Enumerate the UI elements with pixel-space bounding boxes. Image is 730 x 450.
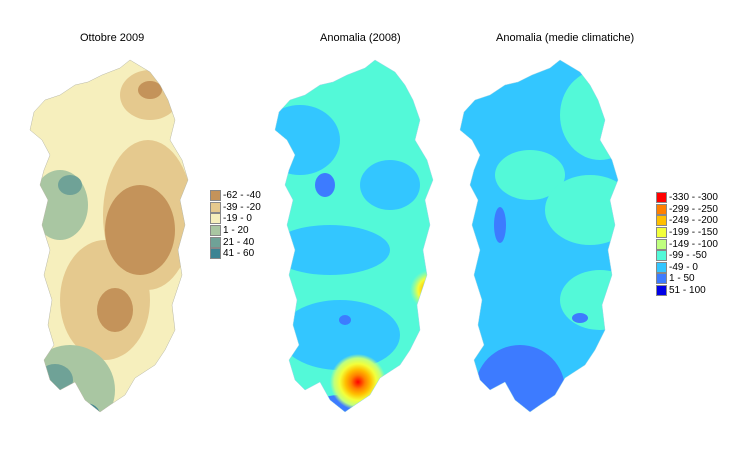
legend-swatch [656,273,667,285]
legend-swatch [656,192,667,204]
legend-swatch [210,201,221,213]
legend-item: -330 - -300 [656,192,718,204]
legend-item: -39 - -20 [210,201,261,214]
legend-swatch [656,285,667,297]
legend-label: -39 - -20 [223,201,261,213]
legend-item: -99 - -50 [656,250,718,262]
legend-anomaly: -330 - -300 -299 - -250 -249 - -200 -199… [656,192,718,297]
legend-label: -199 - -150 [669,227,718,239]
legend-label: -299 - -250 [669,203,718,215]
map-title-anomaly-climate: Anomalia (medie climatiche) [496,32,635,44]
legend-label: 51 - 100 [669,285,706,297]
legend-label: 1 - 50 [669,273,695,285]
legend-swatch [656,215,667,227]
legend-swatch [210,248,221,260]
legend-item: -49 - 0 [656,261,718,274]
legend-item: 21 - 40 [210,236,261,248]
legend-swatch [656,261,667,273]
legend-item: 41 - 60 [210,248,261,260]
legend-item: 1 - 20 [210,225,261,237]
legend-label: -149 - -100 [669,238,718,250]
legend-label: -19 - 0 [223,213,252,225]
map-title-rainfall: Ottobre 2009 [80,32,145,44]
legend-label: 41 - 60 [223,248,255,260]
legend-item: -19 - 0 [210,213,261,225]
legend-label: -49 - 0 [669,261,698,273]
legend-rainfall: -62 - -40 -39 - -20 -19 - 0 1 - 20 21 - … [210,190,261,260]
legend-item: -149 - -100 [656,238,718,250]
legend-swatch [210,225,221,237]
legend-label: 1 - 20 [223,225,249,237]
legend-swatch [656,250,667,262]
legend-swatch [656,203,667,215]
legend-item: 1 - 50 [656,273,718,285]
legend-item: -249 - -200 [656,215,718,227]
legend-item: -199 - -150 [656,227,718,239]
legend-label: -330 - -300 [669,192,718,204]
legend-item: -62 - -40 [210,190,261,202]
legend-item: -299 - -250 [656,203,718,216]
legend-label: -249 - -200 [669,215,718,227]
legend-label: 21 - 40 [223,236,255,248]
legend-swatch [210,236,221,248]
map-anomaly-climate [460,60,618,412]
map-title-anomaly-2008: Anomalia (2008) [320,32,401,44]
legend-label: -99 - -50 [669,250,707,262]
legend-label: -62 - -40 [223,190,261,202]
legend-swatch [656,238,667,250]
legend-swatch [210,190,221,202]
legend-swatch [210,213,221,225]
map-anomaly-2008 [275,60,433,412]
legend-swatch [656,227,667,239]
legend-item: 51 - 100 [656,285,718,297]
